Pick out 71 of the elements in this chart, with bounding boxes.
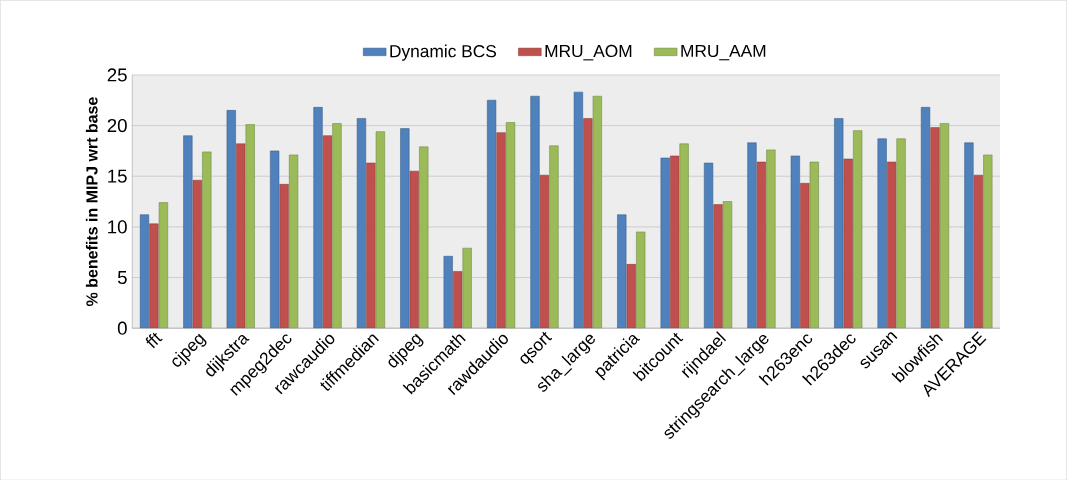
bar <box>800 182 810 328</box>
bar <box>834 117 844 328</box>
bar <box>139 214 150 328</box>
bar <box>964 142 974 328</box>
bar <box>505 122 516 328</box>
bar <box>747 142 757 328</box>
y-tick-label: 10 <box>108 220 127 234</box>
bar <box>670 155 680 328</box>
bar <box>679 143 689 328</box>
bar <box>322 135 333 328</box>
bar <box>192 179 202 328</box>
bar <box>366 162 376 328</box>
legend-label: MRU_AOM <box>545 44 632 61</box>
bar <box>487 99 497 328</box>
legend-label: MRU_AAM <box>681 44 766 61</box>
bar <box>313 106 323 328</box>
bar <box>930 127 940 328</box>
bar <box>660 157 670 328</box>
bar <box>877 138 887 328</box>
bar <box>626 263 636 328</box>
bar <box>583 117 593 328</box>
bar <box>722 201 733 328</box>
bar <box>443 255 453 328</box>
bar <box>236 143 246 328</box>
bar <box>713 204 723 328</box>
bar <box>809 161 819 328</box>
bar <box>245 124 255 328</box>
y-tick-label: 20 <box>107 118 127 132</box>
bar <box>400 128 410 328</box>
bar <box>896 138 906 328</box>
y-tick-label: 25 <box>107 68 127 82</box>
legend-label: Dynamic BCS <box>390 44 497 61</box>
bar <box>703 162 714 328</box>
x-tick-label: fft <box>145 332 163 349</box>
bar <box>288 154 299 328</box>
bar <box>549 145 559 328</box>
bar <box>375 131 385 328</box>
bar <box>636 231 646 328</box>
bar <box>790 155 800 328</box>
bar <box>983 154 993 328</box>
bar <box>973 174 983 328</box>
y-axis-title: % benefits in MIPJ wrt base <box>85 97 98 306</box>
bar <box>530 95 540 328</box>
bar <box>462 247 472 328</box>
bar <box>853 130 863 328</box>
y-tick-label: 5 <box>117 270 127 284</box>
bar <box>409 170 419 328</box>
bar <box>496 132 506 328</box>
bar <box>756 161 767 328</box>
bar <box>766 149 776 328</box>
bar <box>226 109 236 328</box>
bar <box>149 223 159 328</box>
bar <box>279 183 289 328</box>
bar <box>332 123 342 328</box>
bar <box>592 95 602 328</box>
bar <box>356 117 367 328</box>
bar <box>617 214 627 328</box>
bar <box>453 270 463 328</box>
bar <box>573 91 583 328</box>
bar <box>183 135 193 328</box>
bar <box>158 202 169 328</box>
bar <box>887 161 897 328</box>
bar <box>843 158 853 328</box>
bar <box>419 146 429 328</box>
bar <box>920 106 931 328</box>
bar <box>539 174 550 328</box>
bar <box>270 150 280 328</box>
y-tick-label: 15 <box>108 169 127 183</box>
bar <box>202 151 212 328</box>
y-tick-label: 0 <box>117 321 127 335</box>
bar <box>939 123 950 328</box>
